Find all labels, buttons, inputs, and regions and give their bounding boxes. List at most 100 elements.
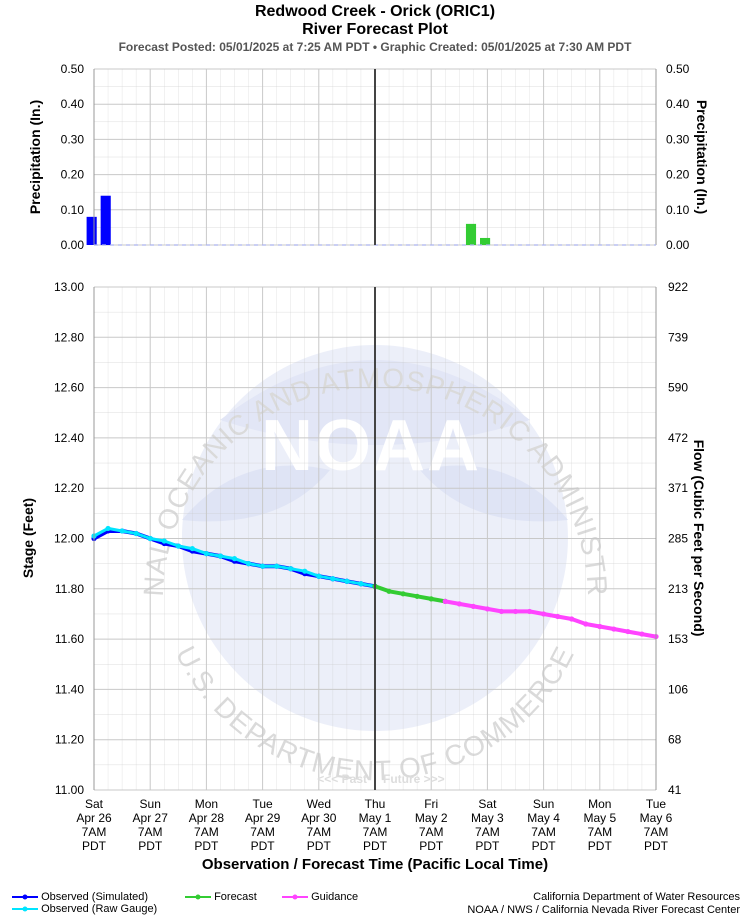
stage-series-point <box>302 568 308 574</box>
precip-ytick-left: 0.10 <box>61 203 85 217</box>
precip-ytick-left: 0.50 <box>61 62 85 76</box>
legend-guidance-swatch <box>282 894 308 900</box>
legend-forecast-label: Forecast <box>214 891 257 903</box>
x-tick-label: PDT <box>644 839 669 853</box>
precip-ytick-right: 0.40 <box>666 97 690 111</box>
x-axis-label: Observation / Forecast Time (Pacific Loc… <box>202 856 548 873</box>
stage-series-point <box>541 611 547 617</box>
chart-title: Redwood Creek - Orick (ORIC1) <box>254 3 496 20</box>
stage-series-point <box>456 601 462 607</box>
legend-observed-raw-label: Observed (Raw Gauge) <box>41 903 158 915</box>
x-tick-label: Apr 29 <box>245 811 281 825</box>
legend-observed-simulated-swatch <box>12 894 38 900</box>
stage-ytick-left: 12.60 <box>54 381 84 395</box>
stage-series-point <box>400 591 406 597</box>
flow-ytick-right: 371 <box>668 481 688 495</box>
x-tick-label: Sat <box>85 797 104 811</box>
credit-line-1: California Department of Water Resources <box>533 891 740 903</box>
x-tick-label: PDT <box>419 839 444 853</box>
x-tick-label: Apr 27 <box>133 811 169 825</box>
stage-ytick-left: 11.80 <box>55 582 84 596</box>
watermark-wing-right <box>420 465 568 522</box>
x-tick-label: PDT <box>588 839 613 853</box>
flow-ytick-right: 922 <box>668 280 688 294</box>
future-label: Future >>> <box>383 772 445 786</box>
noaa-watermark: NOAA NATIONAL OCEANIC AND ATMOSPHERIC AD… <box>0 0 612 786</box>
x-tick-label: PDT <box>82 839 107 853</box>
stage-series-point <box>330 576 336 582</box>
x-tick-label: 7AM <box>363 825 388 839</box>
precip-bar <box>480 237 491 245</box>
stage-series-point <box>639 631 645 637</box>
stage-series-point <box>316 573 322 579</box>
flow-ytick-right: 590 <box>668 381 688 395</box>
stage-series-point <box>260 563 266 569</box>
stage-series-point <box>274 563 280 569</box>
x-tick-label: Sun <box>533 797 554 811</box>
x-tick-label: May 2 <box>415 811 448 825</box>
precip-ytick-left: 0.30 <box>61 132 85 146</box>
precip-ytick-right: 0.10 <box>666 203 690 217</box>
x-tick-label: Tue <box>646 797 667 811</box>
stage-series-point <box>569 616 575 622</box>
watermark-wing-left <box>182 465 330 522</box>
flow-ytick-right: 285 <box>668 532 688 546</box>
x-tick-label: May 6 <box>640 811 673 825</box>
watermark-logo: NOAA <box>261 406 481 486</box>
stage-ytick-left: 11.60 <box>55 632 84 646</box>
flow-ytick-right: 213 <box>668 582 688 596</box>
x-tick-label: PDT <box>138 839 163 853</box>
stage-series-point <box>625 628 631 635</box>
legend-observed-raw: Observed (Raw Gauge) <box>12 903 157 915</box>
x-tick-label: Thu <box>365 797 386 811</box>
stage-ytick-left: 12.80 <box>54 330 84 344</box>
x-tick-label: 7AM <box>82 825 107 839</box>
stage-ytick-left: 12.20 <box>54 481 84 495</box>
x-tick-label: Wed <box>307 797 331 811</box>
precip-ytick-right: 0.00 <box>666 238 690 252</box>
stage-series-point <box>470 603 476 610</box>
precip-ylabel-right: Precipitation (In.) <box>694 100 710 214</box>
precip-ytick-right: 0.50 <box>666 62 690 76</box>
posted-line: Forecast Posted: 05/01/2025 at 7:25 AM P… <box>118 40 632 54</box>
precip-ytick-right: 0.30 <box>666 132 690 146</box>
x-tick-label: May 5 <box>583 811 616 825</box>
stage-ytick-left: 11.20 <box>55 733 84 747</box>
stage-series-point <box>611 626 617 632</box>
x-tick-label: 7AM <box>475 825 500 839</box>
past-label: <<< Past <box>317 772 367 786</box>
stage-series-point <box>133 530 139 537</box>
stage-ytick-left: 13.00 <box>54 280 84 294</box>
flow-ytick-right: 153 <box>668 632 688 646</box>
x-tick-label: Fri <box>424 797 438 811</box>
x-tick-label: 7AM <box>138 825 163 839</box>
x-tick-label: Sat <box>478 797 497 811</box>
stage-series-line <box>444 599 657 639</box>
stage-series-point <box>189 545 195 552</box>
flow-ytick-right: 472 <box>668 431 688 445</box>
x-tick-label: 7AM <box>531 825 556 839</box>
precip-ytick-left: 0.20 <box>61 168 85 182</box>
stage-ytick-left: 11.00 <box>55 783 84 797</box>
stage-series-point <box>484 606 490 612</box>
flow-ytick-right: 41 <box>668 783 682 797</box>
chart-subtitle: River Forecast Plot <box>302 21 448 38</box>
precip-bar <box>100 195 111 245</box>
stage-ytick-left: 12.00 <box>54 532 84 546</box>
x-tick-label: PDT <box>475 839 500 853</box>
legend-observed-raw-swatch <box>12 906 38 912</box>
flow-ytick-right: 68 <box>668 733 682 747</box>
flow-ylabel: Flow (Cubic Feet per Second) <box>691 440 707 637</box>
precip-ytick-left: 0.00 <box>61 238 85 252</box>
stage-series-point <box>161 538 167 544</box>
x-tick-label: Mon <box>195 797 218 811</box>
stage-series-point <box>583 621 589 627</box>
stage-series-point <box>147 535 153 542</box>
stage-ytick-left: 12.40 <box>54 431 84 445</box>
stage-series-point <box>119 528 125 534</box>
x-tick-label: PDT <box>251 839 276 853</box>
precip-bar <box>86 216 97 245</box>
legend-guidance: Guidance <box>282 891 358 903</box>
stage-series-point <box>386 588 392 594</box>
